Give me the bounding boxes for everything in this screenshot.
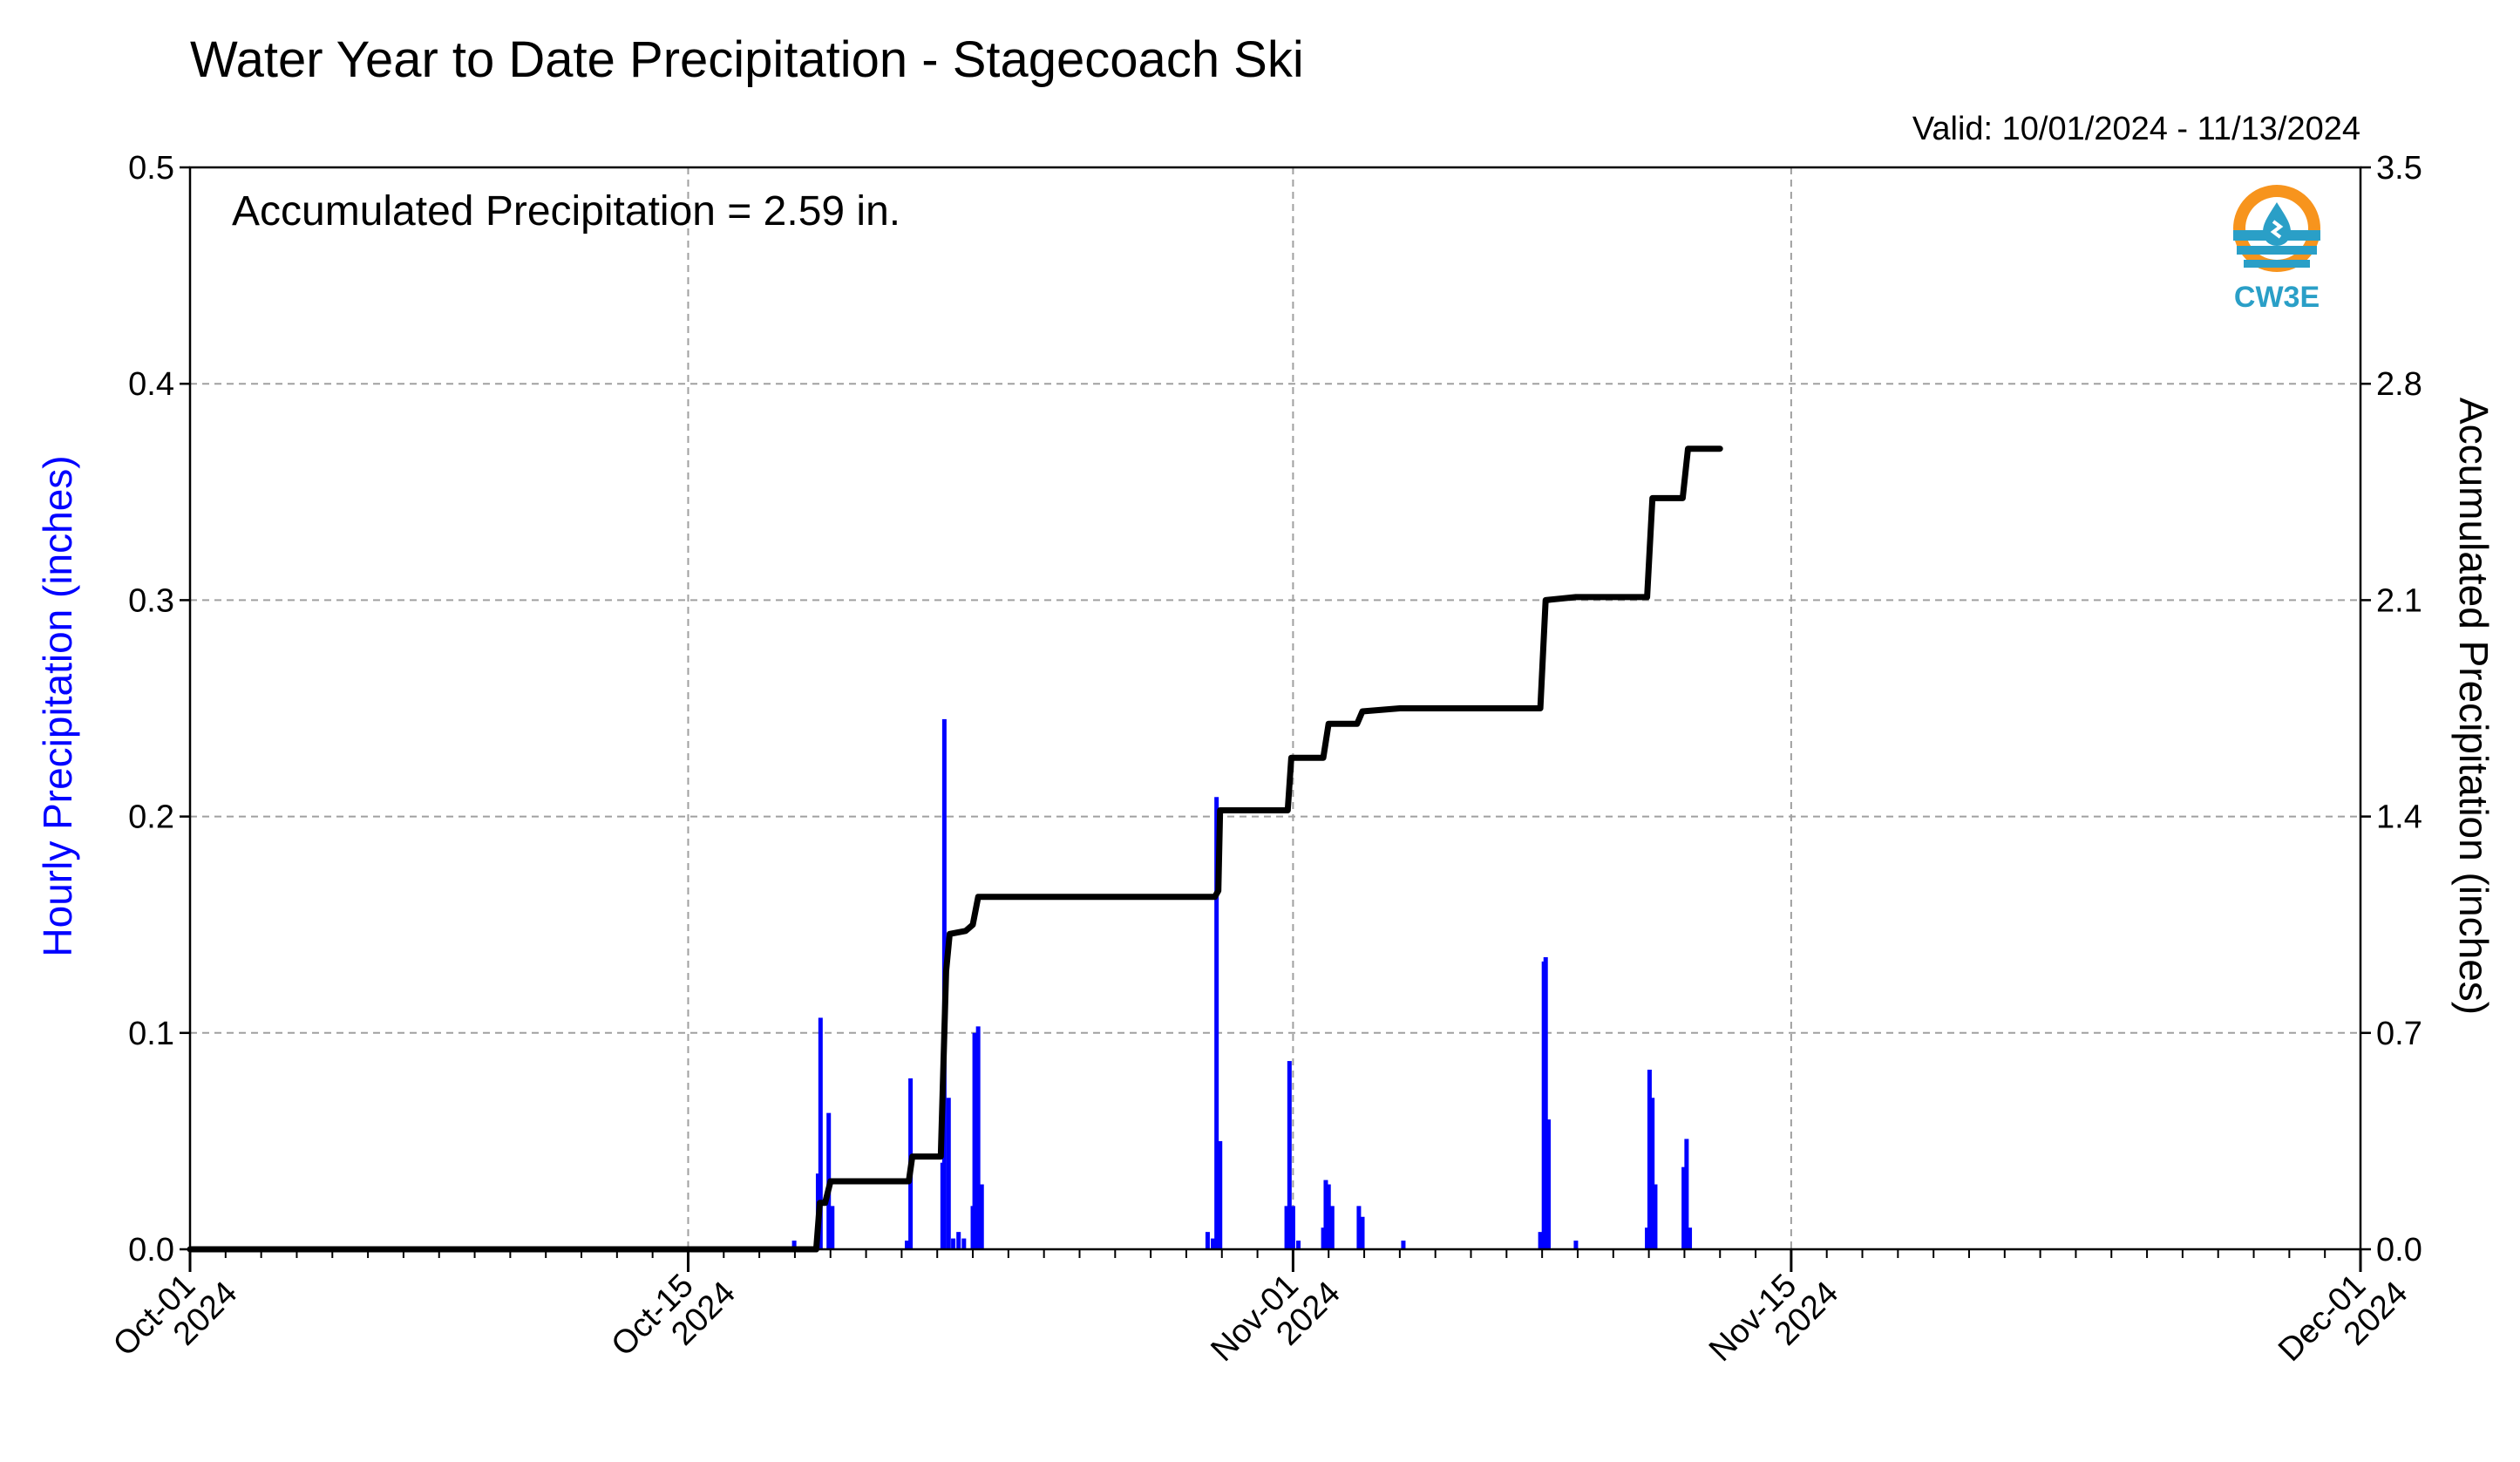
hourly-bar bbox=[1543, 956, 1548, 1249]
right-tick-label: 0.0 bbox=[2376, 1232, 2422, 1268]
hourly-bar bbox=[791, 1241, 797, 1249]
hourly-bar bbox=[1538, 1232, 1543, 1249]
left-tick-label: 0.4 bbox=[128, 366, 174, 403]
accumulated-line-group bbox=[187, 445, 1723, 1253]
hourly-bar bbox=[1290, 1206, 1295, 1249]
hourly-bar bbox=[1211, 1238, 1216, 1249]
hourly-bar bbox=[972, 1032, 977, 1249]
hourly-bars bbox=[791, 718, 1693, 1249]
hourly-bar bbox=[905, 1241, 910, 1249]
hourly-bar bbox=[1218, 1140, 1223, 1249]
hourly-bar bbox=[1647, 1069, 1652, 1249]
right-tick-label: 1.4 bbox=[2376, 799, 2422, 836]
valid-date-range: Valid: 10/01/2024 - 11/13/2024 bbox=[1912, 111, 2360, 147]
hourly-bar bbox=[1401, 1241, 1406, 1249]
accumulated-annotation: Accumulated Precipitation = 2.59 in. bbox=[232, 188, 900, 235]
hourly-bar bbox=[818, 1017, 823, 1249]
hourly-bar bbox=[956, 1232, 961, 1249]
hourly-bar bbox=[1356, 1206, 1362, 1249]
hourly-bar bbox=[961, 1238, 967, 1249]
hourly-bar bbox=[951, 1238, 956, 1249]
accumulated-line bbox=[187, 445, 1723, 1253]
hourly-bar bbox=[1287, 1061, 1292, 1249]
chart-title: Water Year to Date Precipitation - Stage… bbox=[190, 31, 1304, 88]
right-axis-ticks: 0.0 0.7 1.4 2.1 2.8 3.5 bbox=[2360, 150, 2422, 1268]
right-tick-label: 2.8 bbox=[2376, 366, 2422, 403]
plot-frame bbox=[188, 166, 2362, 1251]
hourly-bar bbox=[1650, 1098, 1655, 1249]
hourly-bar bbox=[1296, 1241, 1301, 1249]
hourly-bar bbox=[1645, 1227, 1650, 1249]
hourly-bar bbox=[1323, 1180, 1328, 1249]
left-tick-label: 0.1 bbox=[128, 1016, 174, 1052]
cw3e-logo: CW3E bbox=[2233, 185, 2320, 314]
hourly-bar bbox=[975, 1026, 981, 1249]
left-tick-label: 0.2 bbox=[128, 799, 174, 836]
left-axis-ticks: 0.0 0.1 0.2 0.3 0.4 0.5 bbox=[128, 150, 190, 1268]
hourly-bar bbox=[1684, 1139, 1689, 1249]
hourly-bar bbox=[1545, 1119, 1551, 1249]
hourly-bar bbox=[1284, 1206, 1289, 1249]
hourly-bar bbox=[1681, 1166, 1687, 1249]
left-tick-label: 0.5 bbox=[128, 150, 174, 187]
hourly-bar bbox=[1214, 797, 1219, 1249]
hourly-bar bbox=[1321, 1227, 1326, 1249]
left-tick-label: 0.0 bbox=[128, 1232, 174, 1268]
hourly-bar bbox=[979, 1184, 984, 1249]
hourly-bar bbox=[1573, 1241, 1579, 1249]
left-tick-label: 0.3 bbox=[128, 582, 174, 619]
hourly-bar bbox=[830, 1206, 835, 1249]
left-axis-label: Hourly Precipitation (inches) bbox=[35, 455, 80, 956]
right-tick-label: 0.7 bbox=[2376, 1016, 2422, 1052]
right-axis-label: Accumulated Precipitation (inches) bbox=[2451, 398, 2496, 1015]
grid-lines bbox=[190, 167, 2360, 1249]
hourly-bar bbox=[1326, 1184, 1331, 1249]
hourly-bar bbox=[946, 1098, 951, 1249]
hourly-bar bbox=[1205, 1232, 1210, 1249]
logo-text: CW3E bbox=[2234, 281, 2320, 314]
right-tick-label: 2.1 bbox=[2376, 582, 2422, 619]
right-tick-label: 3.5 bbox=[2376, 150, 2422, 187]
hourly-bar bbox=[1688, 1227, 1693, 1249]
hourly-bar bbox=[1329, 1206, 1335, 1249]
hourly-bar bbox=[1360, 1216, 1365, 1249]
hourly-bar bbox=[1653, 1184, 1658, 1249]
